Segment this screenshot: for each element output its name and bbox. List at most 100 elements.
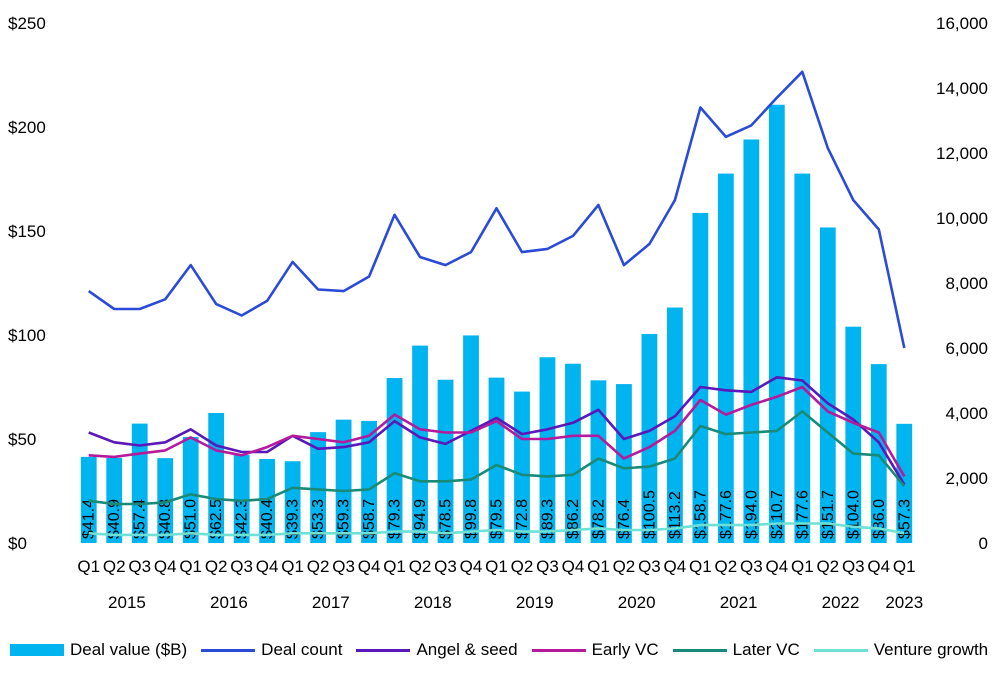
left-tick-label: $200 [8, 118, 46, 137]
year-label: 2015 [108, 593, 146, 612]
quarter-label: Q2 [511, 557, 534, 576]
bar-data-label: $99.8 [463, 499, 480, 539]
legend-swatch [201, 648, 256, 652]
bar-deal-value [666, 307, 683, 543]
bar-deal-value [514, 391, 530, 543]
bar-deal-value [182, 436, 199, 543]
bar-data-label: $59.3 [336, 499, 353, 539]
bar-deal-value [361, 420, 377, 543]
right-tick-label: 16,000 [936, 14, 988, 33]
left-tick-label: $150 [8, 222, 46, 241]
right-tick-label: 4,000 [945, 404, 988, 423]
right-tick-label: 14,000 [936, 79, 988, 98]
bar-deal-value [310, 432, 327, 543]
legend-swatch [10, 644, 64, 656]
quarter-label: Q4 [256, 557, 279, 576]
bar-deal-value [539, 357, 556, 543]
series-line-later-vc [88, 410, 906, 506]
legend-swatch [356, 648, 411, 652]
lines [87, 70, 906, 537]
bar-data-label: $177.6 [718, 490, 735, 539]
left-tick-label: $50 [8, 430, 36, 449]
bar-deal-value [845, 326, 862, 543]
bar-deal-value [106, 457, 123, 543]
bar-data-label: $42.3 [234, 499, 251, 539]
legend-item: Deal count [201, 640, 342, 660]
quarter-label: Q3 [536, 557, 559, 576]
bar-data-label: $40.8 [157, 499, 174, 539]
bar-data-label: $53.3 [310, 499, 327, 539]
bar-data-label: $151.7 [820, 490, 837, 539]
quarter-label: Q1 [179, 557, 202, 576]
legend-swatch [531, 648, 586, 652]
quarter-label: Q4 [765, 557, 788, 576]
quarter-label: Q1 [689, 557, 712, 576]
legend-label: Venture growth [873, 640, 989, 659]
bar-data-label: $72.8 [514, 499, 531, 539]
bar-data-label: $86.0 [871, 499, 888, 539]
bar-deal-value [259, 458, 276, 543]
bar-data-label: $41.4 [81, 499, 98, 539]
quarter-label: Q4 [154, 557, 177, 576]
right-tick-label: 10,000 [936, 209, 988, 228]
legend-item: Early VC [531, 640, 659, 660]
right-tick-label: 2,000 [945, 469, 988, 488]
bar-deal-value [233, 455, 250, 543]
bar-data-label: $40.4 [259, 499, 276, 539]
right-tick-label: 0 [979, 534, 988, 553]
bar-data-label: $79.5 [489, 499, 506, 539]
quarter-label: Q1 [485, 557, 508, 576]
bar-deal-value [80, 456, 97, 543]
x-axis: Q1 Q2 Q3 Q4 Q1 Q2 Q3 Q4 Q1 Q2 Q3 Q4 Q1 Q2 Q3 Q4 Q1 Q2 Q3 Q4… [77, 557, 923, 612]
bars [80, 104, 913, 544]
year-label: 2018 [414, 593, 452, 612]
bar-deal-value [768, 104, 785, 543]
quarter-label: Q3 [638, 557, 661, 576]
bar-data-label: $158.7 [692, 490, 709, 539]
legend-item: Later VC [672, 640, 800, 660]
legend-label: Deal value ($B) [70, 640, 188, 659]
bar-deal-value [157, 458, 174, 543]
quarter-label: Q2 [613, 557, 636, 576]
quarter-label: Q2 [307, 557, 330, 576]
quarter-label: Q1 [281, 557, 304, 576]
bar-data-label: $89.3 [539, 499, 556, 539]
bar-data-label: $104.0 [845, 490, 862, 539]
bar-data-label: $194.0 [743, 490, 760, 539]
bar-deal-value [743, 139, 760, 544]
bar-data-label: $51.0 [183, 499, 200, 539]
bar-data-label: $39.3 [285, 499, 302, 539]
right-tick-label: 12,000 [936, 144, 988, 163]
bar-deal-value [565, 363, 581, 543]
bar-deal-value [794, 173, 811, 544]
quarter-label: Q3 [434, 557, 457, 576]
quarter-label: Q4 [664, 557, 687, 576]
right-tick-label: 6,000 [945, 339, 988, 358]
quarter-label: Q1 [893, 557, 916, 576]
quarter-label: Q4 [867, 557, 890, 576]
quarter-label: Q2 [205, 557, 228, 576]
bar-data-label: $58.7 [361, 499, 378, 539]
year-label: 2020 [618, 593, 656, 612]
left-tick-label: $0 [8, 534, 27, 553]
bar-data-label: $177.6 [794, 490, 811, 539]
legend-item: Angel & seed [356, 640, 518, 660]
year-label: 2016 [210, 593, 248, 612]
series-line-deal-count [87, 70, 906, 349]
legend-swatch [813, 648, 868, 652]
bar-deal-value [641, 333, 658, 543]
quarter-label: Q2 [715, 557, 738, 576]
bar-deal-value [692, 212, 709, 544]
legend-item: Deal value ($B) [10, 640, 187, 660]
bar-deal-value [870, 364, 887, 543]
series-line-venture-growth [88, 522, 905, 537]
bar-deal-value [590, 380, 607, 543]
quarter-label: Q1 [587, 557, 610, 576]
quarter-label: Q3 [230, 557, 253, 576]
bar-data-label: $94.9 [412, 499, 429, 539]
bar-data-label: $78.5 [438, 499, 455, 539]
year-label: 2019 [516, 593, 554, 612]
year-label: 2017 [312, 593, 350, 612]
bar-data-label: $78.2 [590, 499, 607, 539]
series-line-early-vc [88, 385, 906, 478]
